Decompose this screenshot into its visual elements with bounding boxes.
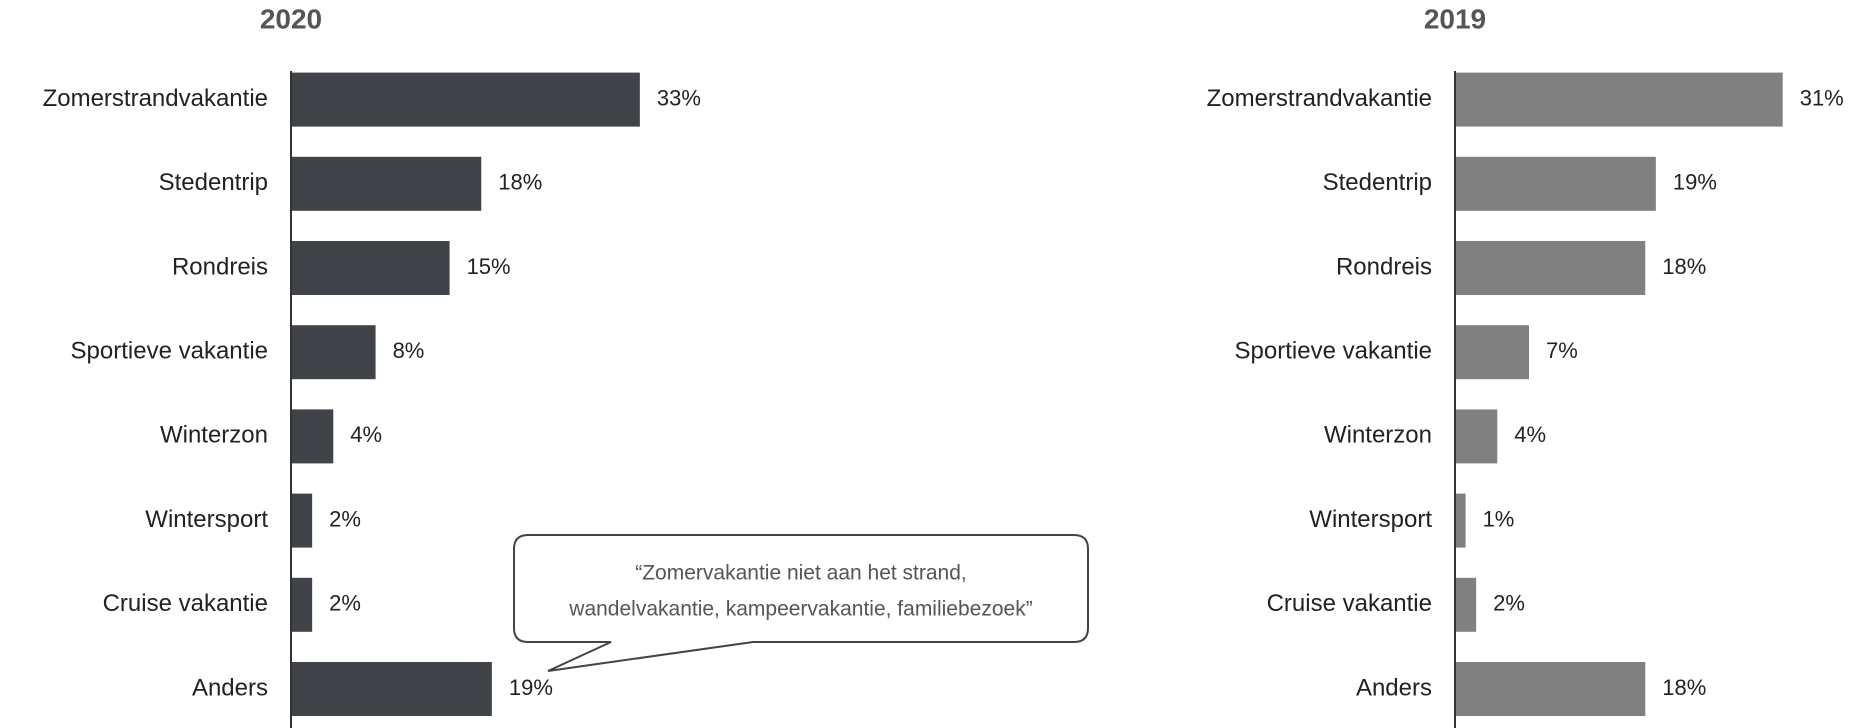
category-label: Wintersport (1309, 506, 1432, 533)
chart-title: 2020 (260, 3, 322, 34)
category-label: Zomerstrandvakantie (1207, 85, 1432, 112)
category-label: Cruise vakantie (103, 590, 268, 617)
bar (291, 325, 376, 380)
value-label: 19% (1673, 170, 1717, 195)
value-label: 18% (498, 170, 542, 195)
bar (291, 662, 492, 716)
annotation-line: “Zomervakantie niet aan het strand, (635, 562, 967, 585)
category-label: Winterzon (1324, 422, 1432, 449)
value-label: 1% (1483, 506, 1515, 531)
bar (1455, 662, 1646, 716)
bar (291, 241, 450, 295)
category-label: Stedentrip (159, 169, 268, 196)
value-label: 4% (1514, 422, 1546, 447)
category-label: Winterzon (160, 422, 268, 449)
category-label: Anders (1356, 674, 1432, 701)
category-label: Rondreis (172, 253, 268, 280)
value-label: 2% (1493, 591, 1525, 616)
category-label: Wintersport (145, 506, 268, 533)
callout-bubble (513, 534, 1089, 672)
value-label: 18% (1662, 675, 1706, 700)
bar (291, 493, 313, 548)
value-label: 15% (467, 254, 511, 279)
bar (1455, 156, 1656, 211)
bar (291, 409, 334, 464)
category-label: Anders (192, 674, 268, 701)
value-label: 18% (1662, 254, 1706, 279)
callout: “Zomervakantie niet aan het strand, wand… (513, 534, 1089, 672)
bar (291, 72, 640, 127)
annotation-line: wandelvakantie, kampeervakantie, familie… (568, 598, 1032, 621)
bar (1455, 325, 1529, 380)
value-label: 7% (1546, 338, 1578, 363)
value-label: 4% (350, 422, 382, 447)
chart-title: 2019 (1424, 3, 1486, 34)
category-label: Rondreis (1336, 253, 1432, 280)
category-label: Sportieve vakantie (71, 338, 268, 365)
category-label: Stedentrip (1323, 169, 1432, 196)
bar (291, 577, 313, 632)
bar (1455, 493, 1466, 548)
value-label: 31% (1800, 85, 1844, 110)
category-label: Sportieve vakantie (1235, 338, 1432, 365)
bar (1455, 409, 1498, 464)
bar (291, 156, 482, 211)
category-label: Zomerstrandvakantie (43, 85, 268, 112)
bar (1455, 241, 1646, 295)
value-label: 2% (329, 591, 361, 616)
value-label: 19% (509, 675, 553, 700)
bar (1455, 577, 1477, 632)
value-label: 8% (393, 338, 425, 363)
value-label: 2% (329, 506, 361, 531)
value-label: 33% (657, 85, 701, 110)
category-label: Cruise vakantie (1267, 590, 1432, 617)
bar (1455, 72, 1783, 127)
